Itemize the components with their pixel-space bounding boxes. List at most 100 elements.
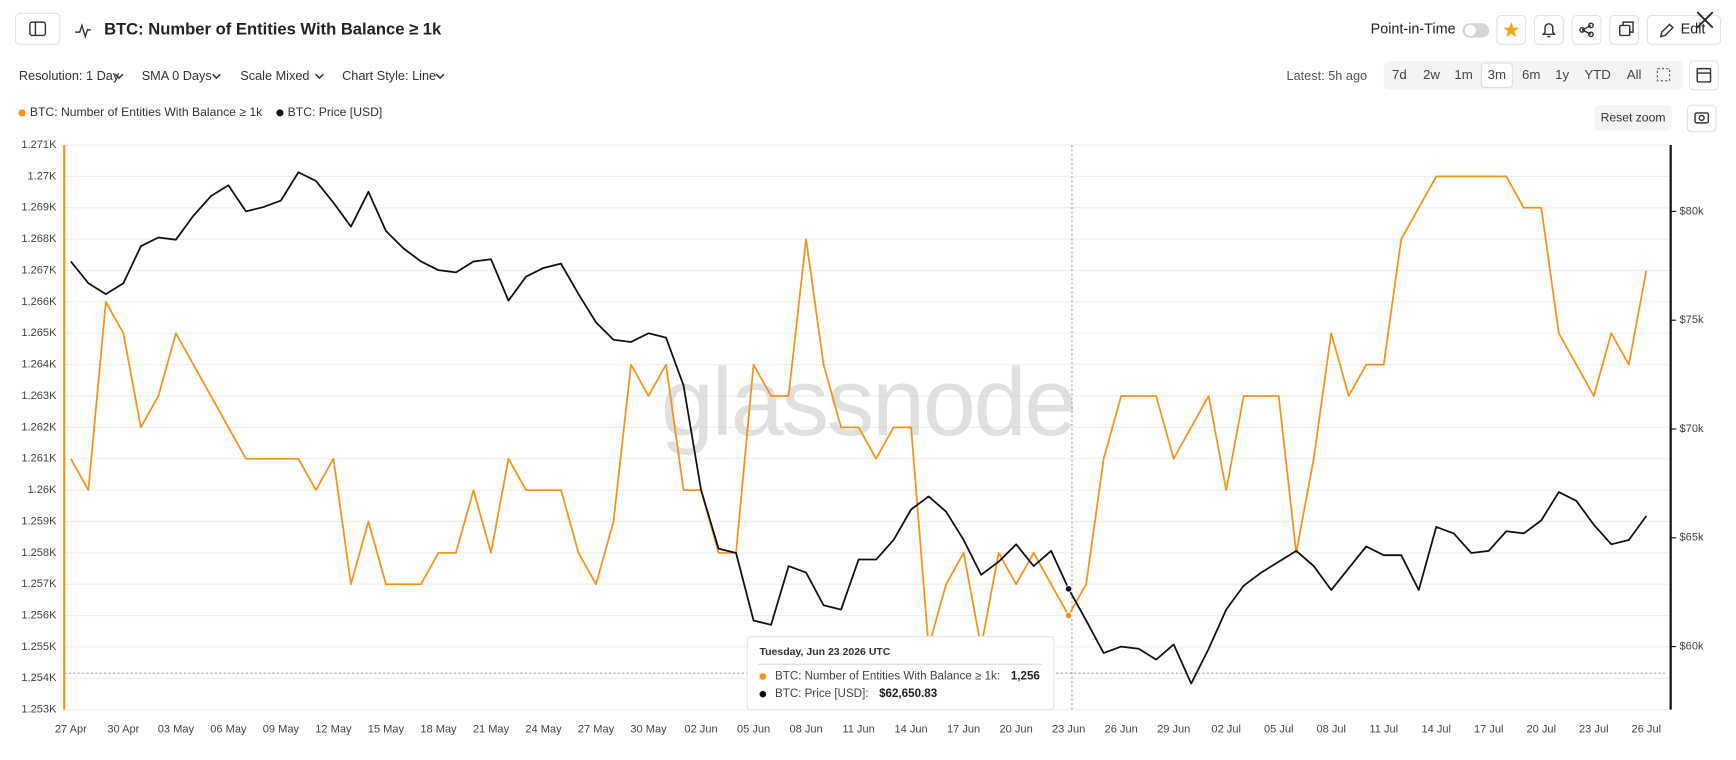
x-tick-label: 08 Jul <box>1316 724 1346 736</box>
y-tick-label: 1.27K <box>28 170 58 182</box>
legend-marker <box>18 109 26 117</box>
toggle-knob <box>1464 24 1476 36</box>
watermark: glassnode <box>661 350 1075 456</box>
y2-tick-label: $60k <box>1680 641 1704 653</box>
x-tick-label: 23 Jun <box>1052 724 1085 736</box>
x-tick-label: 26 Jul <box>1632 724 1662 736</box>
range-button[interactable]: YTD <box>1584 67 1611 82</box>
y-tick-label: 1.262K <box>21 421 57 433</box>
x-tick-label: 12 May <box>315 724 352 736</box>
range-button[interactable]: All <box>1627 67 1642 82</box>
y-tick-label: 1.258K <box>21 547 57 559</box>
range-button[interactable]: 1y <box>1555 67 1569 82</box>
alert-button[interactable] <box>1533 14 1564 45</box>
range-button[interactable]: 3m <box>1488 67 1506 82</box>
tooltip-marker <box>759 673 767 680</box>
copy-button[interactable] <box>1609 14 1640 45</box>
x-tick-label: 05 Jul <box>1264 724 1294 736</box>
y2-tick-label: $70k <box>1680 423 1704 435</box>
tooltip-row-value: 1,256 <box>1011 670 1041 683</box>
tooltip-box <box>746 636 1055 711</box>
x-tick-label: 21 May <box>473 724 510 736</box>
x-tick-label: 08 Jun <box>789 724 822 736</box>
x-tick-label: 18 May <box>420 724 457 736</box>
screenshot-button[interactable] <box>1686 104 1717 133</box>
range-button[interactable]: 2w <box>1423 67 1440 82</box>
y-tick-label: 1.263K <box>21 390 57 402</box>
y-tick-label: 1.254K <box>21 672 57 684</box>
range-buttons: 7d 2w 1m 3m 6m 1y YTD All <box>1392 62 1642 89</box>
share-icon <box>1579 26 1586 33</box>
range-button[interactable]: 7d <box>1392 67 1407 82</box>
point-in-time-label: Point-in-Time <box>1371 22 1456 38</box>
calendar-icon <box>1696 67 1712 83</box>
y-tick-label: 1.266K <box>21 296 57 308</box>
x-tick-label: 30 May <box>630 724 667 736</box>
bell-icon <box>1541 23 1556 38</box>
x-tick-label: 20 Jul <box>1527 724 1557 736</box>
share-icon <box>1588 31 1594 38</box>
x-tick-label: 30 Apr <box>107 724 139 736</box>
x-tick-label: 02 Jun <box>684 724 717 736</box>
y2-tick-label: $75k <box>1680 314 1704 326</box>
chart-title: BTC: Number of Entities With Balance ≥ 1… <box>104 19 442 38</box>
y-tick-label: 1.268K <box>21 233 57 245</box>
tooltip-marker <box>759 690 767 698</box>
legend-label: BTC: Price [USD] <box>288 105 383 119</box>
share-icon <box>1588 22 1594 29</box>
sidebar-button[interactable] <box>14 12 61 45</box>
x-tick-label: 23 Jul <box>1579 724 1609 736</box>
x-tick-label: 02 Jul <box>1211 724 1241 736</box>
x-tick-label: 17 Jun <box>947 724 980 736</box>
x-tick-label: 09 May <box>263 724 300 736</box>
chevron <box>114 73 124 80</box>
sidebar-icon <box>29 21 47 37</box>
y2-tick-label: $80k <box>1680 205 1704 217</box>
calendar-button[interactable] <box>1688 60 1719 91</box>
plot <box>64 145 1667 710</box>
resolution-select[interactable]: Resolution: 1 Day <box>19 68 120 83</box>
sma-select[interactable]: SMA 0 Days <box>142 68 212 83</box>
hover-point <box>1064 611 1073 620</box>
close-button[interactable] <box>1696 11 1714 29</box>
x-tick-label: 06 May <box>210 724 247 736</box>
scale-select[interactable]: Scale Mixed <box>240 68 309 83</box>
y-tick-label: 1.259K <box>21 515 57 527</box>
copy-icon <box>1619 24 1631 37</box>
x-tick-label: 24 May <box>525 724 562 736</box>
y-tick-label: 1.255K <box>21 641 57 653</box>
star-icon <box>1503 22 1519 38</box>
chart-style-select[interactable]: Chart Style: Line <box>342 68 436 83</box>
y-tick-label: 1.265K <box>21 327 57 339</box>
copy-icon <box>1622 21 1634 33</box>
share-button[interactable] <box>1571 14 1602 45</box>
y-tick-label: 1.26K <box>28 484 58 496</box>
chevron <box>212 73 221 80</box>
y-tick-label: 1.264K <box>21 359 57 371</box>
range-button[interactable]: 6m <box>1522 67 1540 82</box>
range-group <box>1383 60 1683 90</box>
y-tick-label: 1.271K <box>21 139 57 151</box>
x-tick-label: 15 May <box>368 724 405 736</box>
range-selected <box>1480 62 1513 89</box>
y-tick-label: 1.257K <box>21 578 57 590</box>
x-tick-label: 26 Jun <box>1105 724 1138 736</box>
tooltip-row-value: $62,650.83 <box>879 687 938 700</box>
x-tick-label: 14 Jul <box>1421 724 1451 736</box>
hover-point <box>1064 585 1073 593</box>
legend: BTC: Number of Entities With Balance ≥ 1… <box>18 105 383 119</box>
latest-label: Latest: 5h ago <box>1287 68 1368 83</box>
x-tick-label: 11 Jun <box>842 724 874 736</box>
range-button[interactable]: 1m <box>1454 67 1472 82</box>
x-tick-label: 27 Apr <box>55 724 87 736</box>
series-line <box>70 175 1648 648</box>
reset-zoom-button[interactable] <box>1594 105 1672 131</box>
camera-icon <box>1694 112 1710 124</box>
x-tick-label: 14 Jun <box>894 724 927 736</box>
y-tick-label: 1.269K <box>21 202 57 214</box>
edit-icon <box>1659 23 1674 38</box>
legend-label: BTC: Number of Entities With Balance ≥ 1… <box>30 105 263 119</box>
legend-marker <box>276 109 284 117</box>
y-tick-label: 1.267K <box>21 264 57 276</box>
